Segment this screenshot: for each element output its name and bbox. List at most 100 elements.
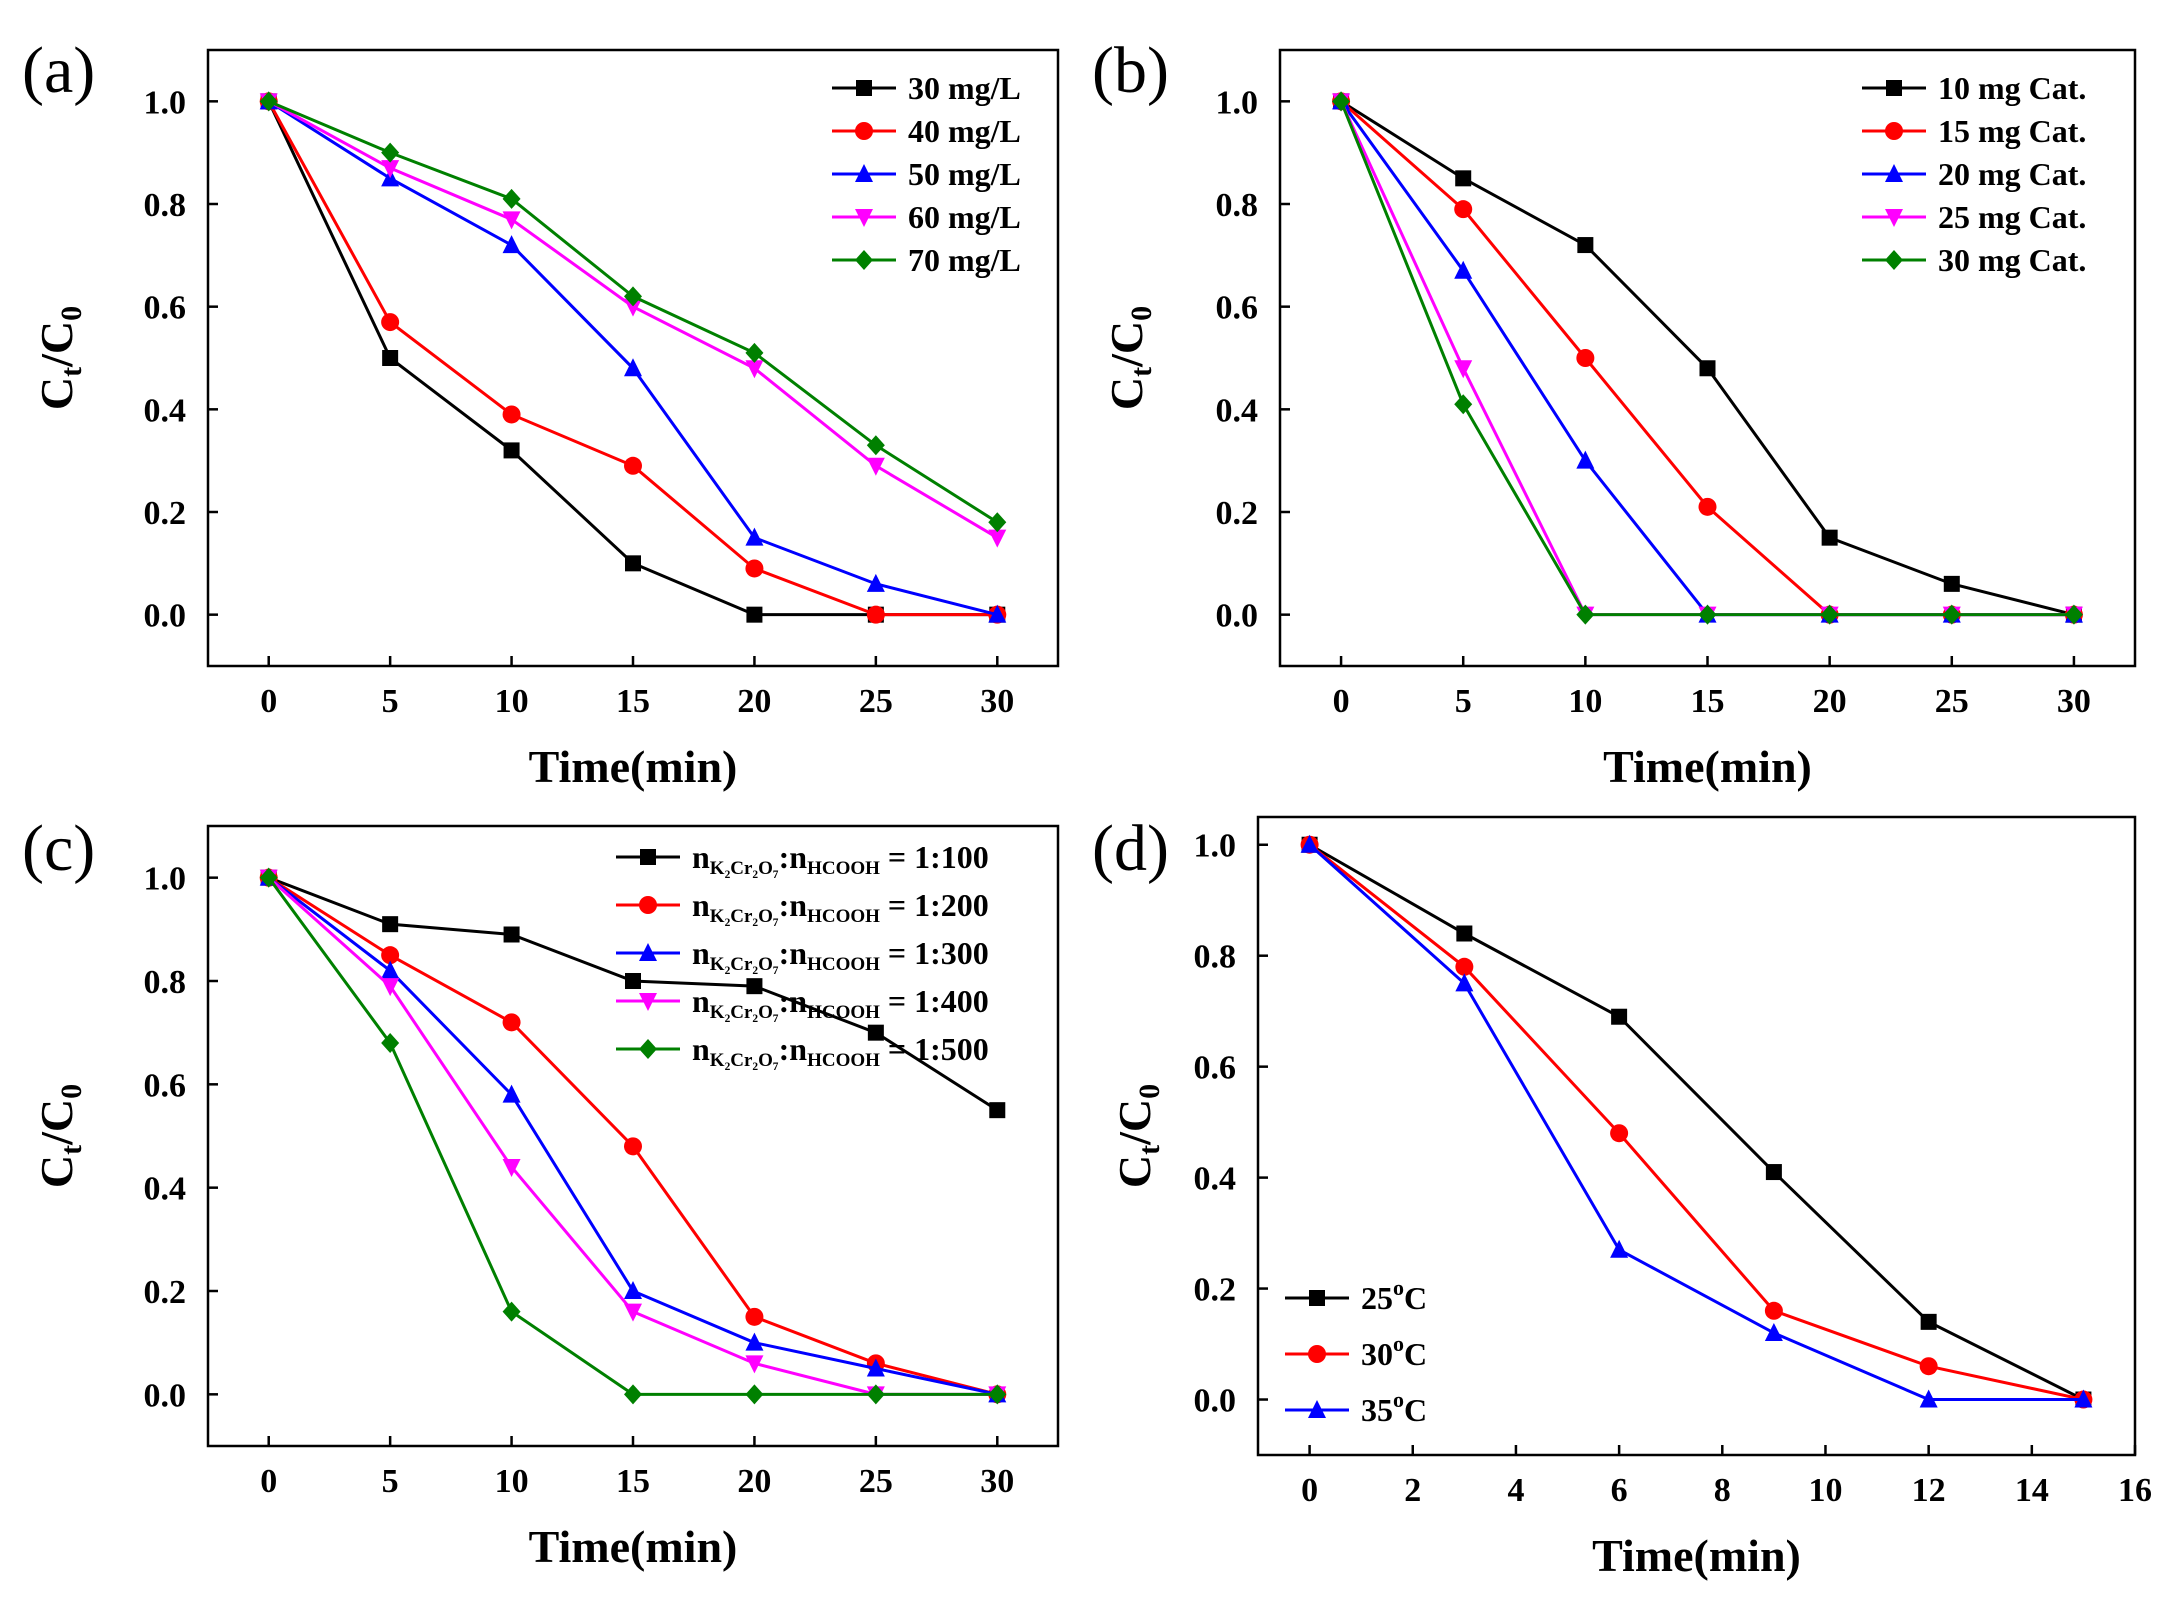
- x-tick-label: 8: [1714, 1472, 1731, 1509]
- legend-sub-hcooh: HCOOH: [807, 858, 880, 879]
- data-point: [1455, 973, 1474, 992]
- y-title-sub-0: 0: [1125, 306, 1158, 321]
- legend-marker: [1885, 250, 1903, 270]
- data-point: [502, 1159, 521, 1177]
- y-title-sub-0: 0: [55, 306, 88, 321]
- y-tick-label: 0.2: [144, 1274, 187, 1311]
- legend-degree: o: [1393, 1275, 1404, 1300]
- x-tick-label: 5: [1455, 683, 1472, 720]
- data-point: [1698, 497, 1717, 516]
- chart-panel-4: 0 2 4 6 8 10 12 14 16 0.0 0.2 0.4 0.6 0.8 1.0 Time(min)…: [1092, 812, 2152, 1581]
- data-point: [502, 1013, 521, 1032]
- y-tick-label: 0.8: [144, 964, 187, 1001]
- data-point: [1576, 604, 1595, 625]
- data-point: [988, 529, 1007, 548]
- x-tick-label: 15: [1691, 683, 1725, 720]
- plot-frame: [1256, 815, 2137, 1457]
- y-tick-label: 0.8: [144, 187, 187, 224]
- legend-n: n: [692, 935, 710, 971]
- data-point: [382, 350, 399, 366]
- legend-marker: [1885, 164, 1903, 182]
- y-tick-label: 1.0: [144, 861, 187, 898]
- legend-sub-k2cr2o7: K₂Cr₂O₇: [710, 906, 779, 927]
- x-tick-label: 20: [737, 1463, 771, 1500]
- data-point: [988, 604, 1007, 623]
- y-tick-label: 0.4: [1194, 1161, 1237, 1198]
- panel-label: (a): [22, 34, 95, 107]
- y-tick-label: 0.2: [1216, 495, 1259, 532]
- y-title-sub-t: t: [55, 1145, 88, 1155]
- data-point: [1455, 170, 1472, 187]
- data-point: [624, 1137, 642, 1156]
- series-1: [260, 869, 1006, 1119]
- series-line: [1308, 843, 2085, 1401]
- legend-marker: [1308, 1345, 1326, 1363]
- x-axis-title: Time(min): [1603, 741, 1812, 792]
- data-point: [1610, 1239, 1629, 1258]
- data-point: [1332, 91, 1351, 112]
- legend-temp: 25: [1361, 1280, 1393, 1316]
- x-tick-label: 10: [495, 683, 529, 720]
- legend-label: nK₂Cr₂O₇:nHCOOH = 1:100: [692, 839, 989, 879]
- legend-label: nK₂Cr₂O₇:nHCOOH = 1:400: [692, 983, 989, 1023]
- data-point: [1764, 1322, 1783, 1341]
- panel-label: (d): [1092, 812, 1169, 885]
- legend-marker: [639, 896, 657, 914]
- data-point: [1454, 260, 1473, 279]
- series-3: [1300, 834, 2093, 1408]
- y-title-c: C: [31, 377, 82, 410]
- x-tick-label: 12: [1912, 1472, 1946, 1509]
- legend-sep: :n: [779, 1031, 808, 1067]
- data-point: [624, 1384, 642, 1405]
- legend-sep: :n: [779, 935, 808, 971]
- x-tick-label: 0: [260, 1463, 277, 1500]
- x-tick-label: 16: [2118, 1472, 2152, 1509]
- legend-label: 30 mg Cat.: [1938, 242, 2086, 278]
- legend-label: nK₂Cr₂O₇:nHCOOH = 1:300: [692, 935, 989, 975]
- x-tick-label: 15: [616, 683, 650, 720]
- x-tick-label: 20: [737, 683, 771, 720]
- data-point: [1699, 360, 1716, 377]
- data-point: [502, 235, 521, 254]
- x-tick-label: 0: [1301, 1472, 1318, 1509]
- x-tick-label: 25: [859, 1463, 893, 1500]
- y-tick-label: 0.8: [1194, 939, 1237, 976]
- data-point: [1610, 1124, 1629, 1143]
- data-point: [1765, 1164, 1782, 1181]
- series-5: [259, 867, 1007, 1405]
- data-point: [1943, 575, 1960, 592]
- series-line: [267, 100, 998, 617]
- legend-marker: [1886, 80, 1902, 96]
- y-axis-title: Ct/C0: [1101, 306, 1158, 410]
- x-tick-label: 5: [382, 683, 399, 720]
- legend-label: 10 mg Cat.: [1938, 70, 2086, 106]
- legend-sep: :n: [779, 839, 808, 875]
- y-axis-title: Ct/C0: [1109, 1084, 1166, 1188]
- legend-temp: 30: [1361, 1336, 1393, 1372]
- x-tick-label: 20: [1813, 683, 1847, 720]
- data-point: [624, 456, 642, 475]
- data-point: [745, 527, 764, 546]
- data-point: [746, 606, 763, 623]
- data-point: [259, 867, 278, 888]
- y-tick-label: 0.6: [144, 1067, 187, 1104]
- x-tick-label: 30: [980, 1463, 1014, 1500]
- legend-unit: C: [1404, 1392, 1427, 1428]
- data-point: [502, 1301, 521, 1322]
- data-point: [503, 442, 520, 459]
- data-point: [502, 211, 521, 230]
- data-point: [746, 978, 763, 995]
- legend-sub-hcooh: HCOOH: [807, 1002, 880, 1023]
- legend-marker: [639, 1039, 657, 1059]
- x-tick-label: 25: [1935, 683, 1969, 720]
- legend-ratio: = 1:200: [880, 887, 989, 923]
- legend-ratio: = 1:400: [880, 983, 989, 1019]
- legend-sep: :n: [779, 887, 808, 923]
- x-tick-label: 0: [260, 683, 277, 720]
- legend-label: nK₂Cr₂O₇:nHCOOH = 1:500: [692, 1031, 989, 1071]
- series-2: [1300, 835, 2093, 1409]
- legend-marker: [1308, 1400, 1326, 1418]
- data-point: [2074, 1389, 2093, 1408]
- data-point: [988, 1384, 1007, 1405]
